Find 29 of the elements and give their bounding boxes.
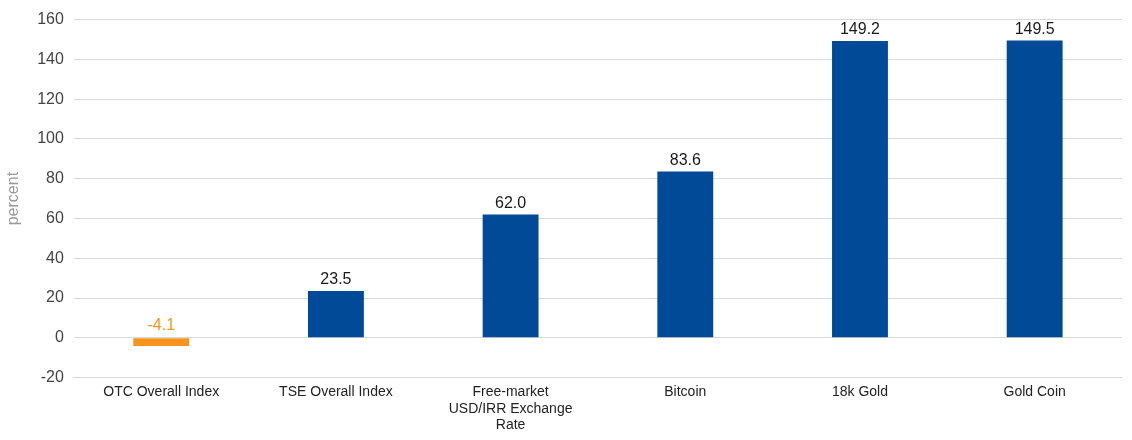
bar [1006, 40, 1063, 338]
y-tick-label: 120 [37, 89, 64, 107]
bar [657, 171, 714, 338]
y-tick-label: 100 [37, 129, 64, 147]
y-tick-label: -20 [40, 368, 64, 386]
x-tick-label: TSE Overall Index [279, 382, 393, 399]
data-label: 149.2 [839, 20, 881, 38]
bar [133, 338, 190, 346]
x-tick-label: Gold Coin [1003, 382, 1066, 399]
data-label: 83.6 [669, 150, 701, 168]
data-label: -4.1 [147, 316, 176, 334]
y-tick-label: 60 [46, 208, 64, 226]
bar [482, 214, 539, 338]
y-tick-label: 140 [37, 49, 64, 67]
bar [832, 41, 888, 338]
y-tick-label: 0 [54, 328, 64, 346]
data-label: 62.0 [495, 193, 527, 211]
y-tick-label: 160 [37, 10, 64, 28]
bar [307, 291, 364, 338]
y-tick-label: 40 [46, 248, 64, 266]
data-label: 23.5 [320, 270, 352, 288]
x-tick-label: Free-market USD/IRR Exchange Rate [448, 382, 573, 433]
x-tick-label: OTC Overall Index [103, 382, 220, 399]
y-tick-label: 20 [46, 288, 64, 306]
y-axis-title: percent [4, 171, 22, 226]
x-tick-label: 18k Gold [831, 382, 888, 399]
data-label: 149.5 [1014, 19, 1055, 37]
x-tick-label: Bitcoin [664, 382, 707, 399]
y-tick-label: 80 [46, 169, 64, 187]
